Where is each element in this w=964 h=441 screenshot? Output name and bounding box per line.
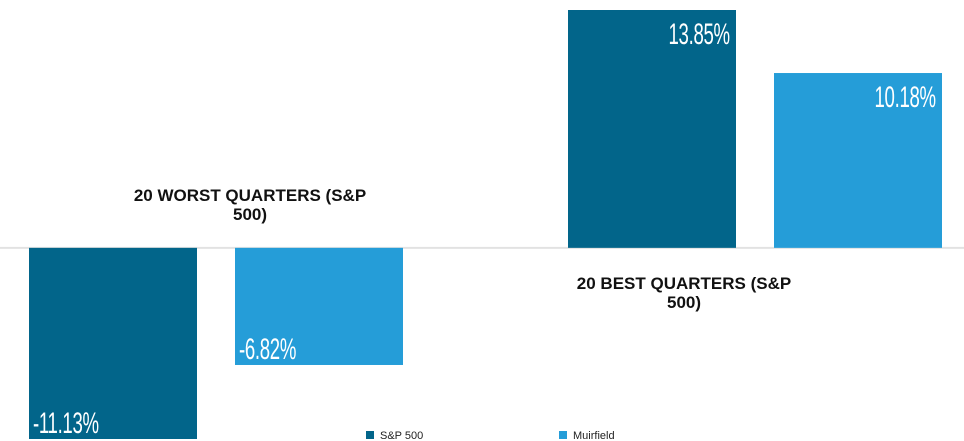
legend-label: S&P 500 (380, 430, 423, 441)
bar (29, 247, 197, 439)
category-label: 20 BEST QUARTERS (S&P 500) (576, 274, 792, 312)
bar (568, 10, 736, 248)
category-label: 20 WORST QUARTERS (S&P 500) (133, 186, 367, 224)
value-label: 13.85% (668, 18, 731, 51)
value-label: 10.18% (874, 81, 937, 115)
value-label: -11.13% (33, 407, 99, 440)
bar (235, 247, 403, 365)
value-label: -6.82% (239, 332, 297, 366)
legend-swatch (366, 431, 374, 439)
legend-label: Muirfield (573, 430, 615, 441)
bar (774, 73, 942, 248)
legend-swatch (559, 431, 567, 439)
